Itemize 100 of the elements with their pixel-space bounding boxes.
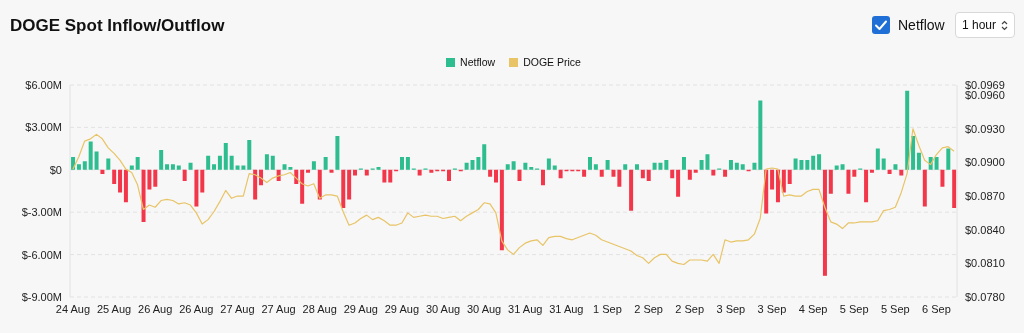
bar xyxy=(887,169,892,175)
bar xyxy=(840,164,845,170)
x-tick-label: 28 Aug xyxy=(302,302,337,315)
bar xyxy=(846,169,851,194)
bar xyxy=(170,164,175,170)
text: 1 hour xyxy=(961,18,997,32)
bar xyxy=(758,100,763,170)
bar xyxy=(511,161,516,170)
bar xyxy=(687,169,692,180)
bar xyxy=(200,169,205,193)
bar xyxy=(382,169,387,183)
bar xyxy=(893,164,898,170)
bar xyxy=(206,155,211,170)
bar xyxy=(787,169,792,184)
bar xyxy=(76,164,81,170)
bar xyxy=(106,158,111,170)
bar xyxy=(834,165,839,170)
bar xyxy=(770,169,775,190)
bar xyxy=(670,169,675,179)
bar xyxy=(828,169,833,194)
y2-tick-label: $0.0960 xyxy=(965,89,1005,101)
y-tick-label: $3.00M xyxy=(25,121,62,134)
bar xyxy=(623,164,628,170)
bar xyxy=(693,169,698,173)
bar xyxy=(934,157,939,170)
chart-title: DOGE Spot Inflow/Outflow xyxy=(10,16,225,36)
x-tick-label: 26 Aug xyxy=(179,302,214,315)
bar xyxy=(499,169,504,251)
bar xyxy=(634,164,639,170)
x-tick-label: 30 Aug xyxy=(425,302,461,315)
bar xyxy=(781,169,786,193)
bar xyxy=(212,164,217,170)
bar xyxy=(752,162,757,170)
bar xyxy=(429,169,434,173)
bar xyxy=(112,169,117,184)
y-tick-label: $-9.00M xyxy=(21,290,62,303)
bar xyxy=(323,157,328,170)
bar xyxy=(253,169,258,200)
bar xyxy=(605,159,610,170)
x-tick-label: 4 Sep xyxy=(798,302,828,315)
bar xyxy=(488,169,493,177)
y-tick-label: $-3.00M xyxy=(21,206,62,219)
bar xyxy=(852,169,857,177)
bar xyxy=(311,161,316,170)
bar xyxy=(223,142,228,170)
bar xyxy=(681,157,686,170)
bar xyxy=(552,165,557,170)
x-tick-label: 30 Aug xyxy=(467,302,502,315)
bar xyxy=(182,169,187,182)
bar xyxy=(822,169,827,276)
bar xyxy=(135,157,140,170)
legend-label: Netflow xyxy=(460,56,496,68)
x-tick-label: 27 Aug xyxy=(220,302,255,315)
y2-tick-label: $0.0810 xyxy=(965,257,1005,270)
bar xyxy=(922,169,927,207)
bar xyxy=(946,148,951,170)
x-tick-label: 3 Sep xyxy=(716,302,746,315)
legend-label: DOGE Price xyxy=(523,56,581,68)
bar xyxy=(881,158,886,170)
x-tick-label: 5 Sep xyxy=(880,302,910,315)
y-tick-label: $-6.00M xyxy=(21,248,62,261)
bar xyxy=(740,164,745,170)
bar xyxy=(875,148,880,170)
bar xyxy=(188,162,193,170)
bar xyxy=(940,169,945,187)
bar xyxy=(388,169,393,183)
bar xyxy=(911,135,916,170)
bar xyxy=(629,169,634,211)
bar xyxy=(593,164,598,170)
bar xyxy=(599,169,604,177)
x-tick-label: 6 Sep xyxy=(922,302,951,315)
bar xyxy=(811,155,816,170)
bar xyxy=(728,159,733,170)
bar xyxy=(129,165,134,170)
x-tick-label: 5 Sep xyxy=(839,302,869,315)
bar xyxy=(617,169,622,187)
bar xyxy=(464,162,469,170)
bar xyxy=(264,154,269,170)
y-tick-label: $6.00M xyxy=(25,78,62,91)
bar xyxy=(611,169,616,177)
bar xyxy=(546,158,551,170)
bar xyxy=(100,169,105,175)
bar xyxy=(300,169,305,204)
bar xyxy=(582,169,587,177)
bar xyxy=(347,169,352,200)
y2-tick-label: $0.0900 xyxy=(965,156,1005,169)
bar xyxy=(676,169,681,197)
bar xyxy=(864,169,869,203)
bar xyxy=(869,169,874,173)
bar xyxy=(494,169,498,183)
bar xyxy=(153,169,158,187)
bar xyxy=(405,157,410,170)
bar xyxy=(517,169,522,182)
x-tick-label: 29 Aug xyxy=(384,302,420,315)
bar xyxy=(916,152,921,170)
x-tick-label: 25 Aug xyxy=(96,302,132,315)
bar xyxy=(88,141,93,170)
line-series xyxy=(72,128,955,266)
bar xyxy=(482,144,487,170)
bar xyxy=(817,154,822,170)
